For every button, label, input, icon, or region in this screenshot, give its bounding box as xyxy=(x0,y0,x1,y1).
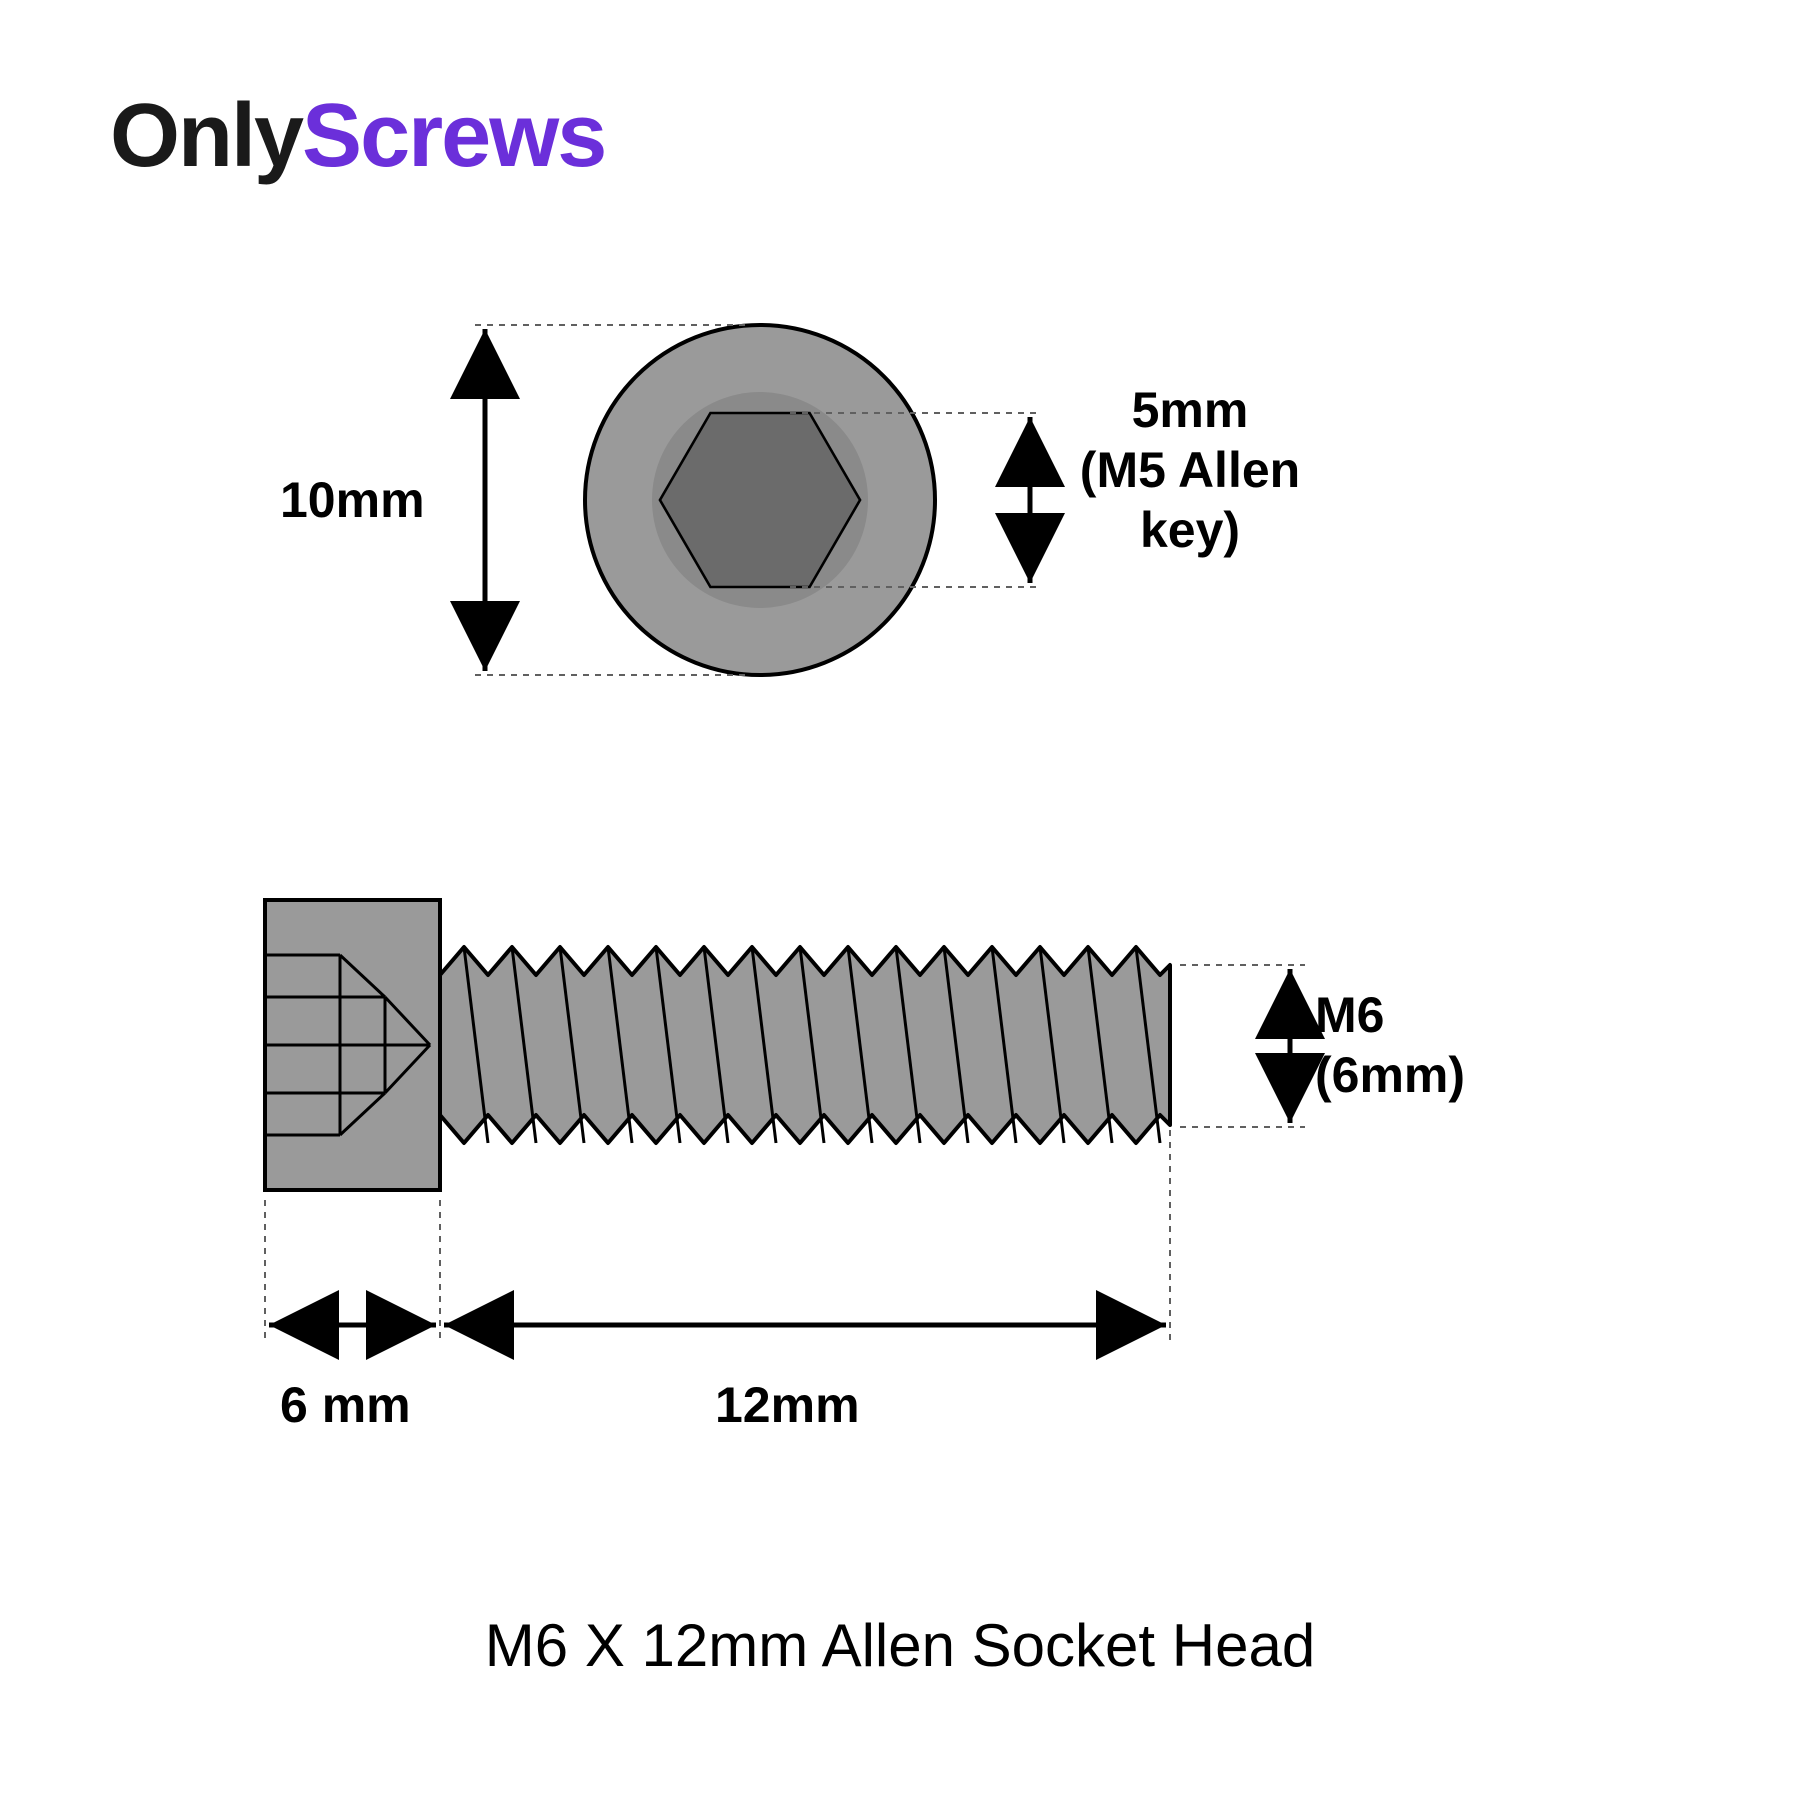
brand-logo: OnlyScrews xyxy=(110,85,605,188)
head-diameter-label: 10mm xyxy=(280,470,425,530)
thread-diameter-label: M6 (6mm) xyxy=(1315,985,1515,1105)
thread-length-label: 12mm xyxy=(715,1375,860,1435)
head-length-label: 6 mm xyxy=(280,1375,411,1435)
logo-part2: Screws xyxy=(302,86,605,186)
hex-key-label: 5mm (M5 Allen key) xyxy=(1060,380,1320,560)
screw-top-view: 10mm 5mm (M5 Allen key) xyxy=(320,285,1310,715)
diagram-title: M6 X 12mm Allen Socket Head xyxy=(0,1611,1800,1680)
screw-side-view: M6 (6mm) 6 mm 12mm xyxy=(210,870,1610,1470)
logo-part1: Only xyxy=(110,86,302,186)
